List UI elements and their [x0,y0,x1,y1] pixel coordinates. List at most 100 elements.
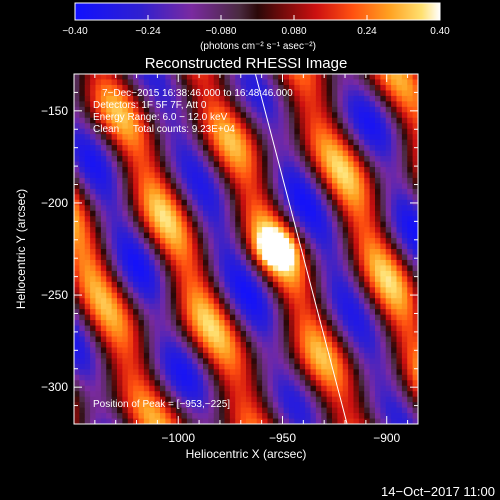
heatmap-cell [133,298,140,305]
heatmap-cell [348,320,355,327]
heatmap-cell [138,391,145,398]
heatmap-cell [401,413,408,420]
heatmap-cell [79,183,86,190]
heatmap-cell [90,270,97,277]
heatmap-cell [262,309,269,316]
heatmap-cell [283,216,290,223]
heatmap-cell [79,139,86,146]
heatmap-cell [251,320,258,327]
heatmap-cell [412,363,418,370]
heatmap-cell [208,139,215,146]
heatmap-cell [396,117,403,124]
heatmap-cell [149,391,156,398]
heatmap-cell [289,303,295,310]
heatmap-cell [401,309,408,316]
heatmap-cell [321,396,328,403]
heatmap-cell [186,298,193,305]
heatmap-cell [289,156,295,162]
heatmap-cell [192,413,199,420]
heatmap-cell [138,287,145,294]
heatmap-cell [176,358,183,365]
heatmap-cell [79,325,86,332]
heatmap-cell [186,265,193,272]
heatmap-cell [251,172,258,179]
heatmap-cell [326,166,333,173]
heatmap-cell [197,402,204,409]
heatmap-cell [138,161,145,168]
heatmap-cell [348,205,355,212]
heatmap-cell [251,243,258,250]
heatmap-cell [170,320,177,327]
heatmap-cell [305,265,312,272]
heatmap-cell [149,243,156,250]
heatmap-cell [79,314,86,321]
heatmap-cell [278,145,285,152]
heatmap-cell [348,331,355,337]
heatmap-cell [160,418,166,424]
heatmap-cell [240,79,247,86]
heatmap-cell [305,292,312,299]
heatmap-cell [251,210,258,217]
heatmap-cell [326,309,333,316]
heatmap-cell [385,177,392,184]
heatmap-cell [127,320,134,327]
heatmap-cell [262,287,269,294]
heatmap-cell [385,281,392,288]
heatmap-cell [272,249,279,255]
heatmap-cell [127,145,134,152]
heatmap-cell [143,325,150,332]
heatmap-cell [95,161,102,168]
heatmap-cell [74,298,80,305]
heatmap-cell [149,418,156,424]
heatmap-cell [181,166,188,173]
heatmap-cell [224,413,231,420]
heatmap-cell [391,254,398,261]
heatmap-cell [74,172,80,179]
heatmap-cell [407,156,414,162]
heatmap-cell [133,287,140,294]
heatmap-cell [219,194,226,201]
heatmap-cell [165,123,172,130]
heatmap-cell [305,287,312,294]
heatmap-cell [332,314,338,321]
heatmap-cell [192,199,199,206]
heatmap-cell [310,352,317,359]
heatmap-cell [170,128,177,135]
heatmap-cell [310,161,317,168]
heatmap-cell [256,199,263,206]
heatmap-cell [154,145,161,152]
heatmap-cell [246,374,252,381]
heatmap-cell [262,112,269,119]
heatmap-cell [396,106,403,113]
heatmap-cell [326,101,333,108]
heatmap-cell [401,199,408,206]
heatmap-cell [143,112,150,119]
heatmap-cell [412,413,418,420]
heatmap-cell [278,227,285,234]
heatmap-cell [289,221,295,228]
heatmap-cell [246,385,252,392]
heatmap-cell [294,95,301,102]
heatmap-cell [181,298,188,305]
heatmap-cell [111,281,118,288]
heatmap-cell [79,265,86,272]
heatmap-cell [299,276,306,283]
heatmap-cell [74,385,80,392]
heatmap-cell [186,396,193,403]
heatmap-cell [369,161,376,168]
heatmap-cell [305,84,312,91]
heatmap-cell [412,101,418,108]
heatmap-cell [122,292,129,299]
heatmap-cell [197,128,204,135]
heatmap-cell [310,347,317,354]
heatmap-cell [106,391,113,398]
heatmap-cell [229,205,236,212]
heatmap-cell [396,298,403,305]
heatmap-cell [401,172,408,179]
heatmap-cell [149,188,156,195]
heatmap-cell [160,259,166,266]
heatmap-cell [90,385,97,392]
heatmap-cell [133,210,140,217]
heatmap-cell [369,391,376,398]
heatmap-cell [299,161,306,168]
